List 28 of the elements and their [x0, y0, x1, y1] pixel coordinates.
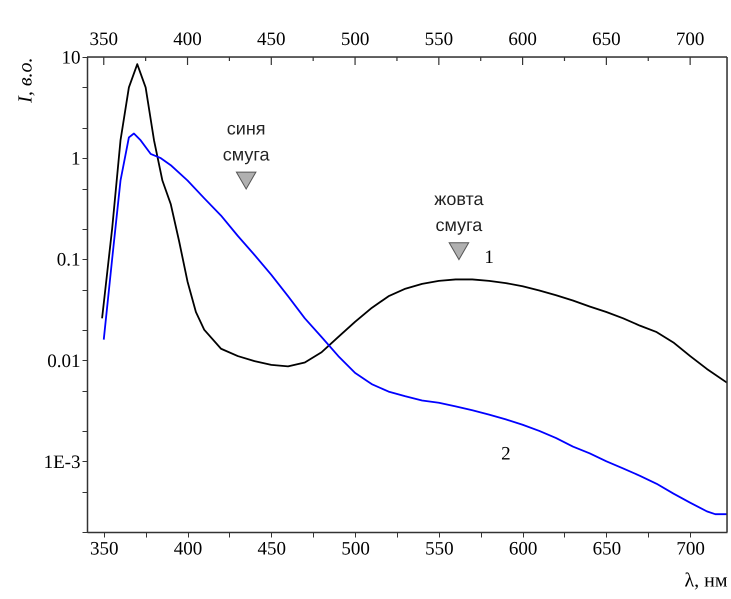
x-tick-label: 600 — [508, 29, 537, 50]
x-tick-label: 450 — [257, 29, 286, 50]
x2-tick-label: 400 — [174, 538, 202, 560]
series-label: 1 — [484, 246, 494, 268]
x-axis-title: λ, нм — [684, 570, 728, 592]
y-tick-label: 0.01 — [47, 350, 80, 372]
y-tick-label: 0.1 — [56, 250, 80, 271]
y-tick-label: 1E-3 — [44, 452, 80, 473]
annotation: синя смуга — [222, 118, 271, 165]
x2-tick-label: 600 — [508, 538, 538, 560]
line-series — [101, 63, 728, 384]
x2-tick-label: 700 — [676, 538, 705, 560]
series-label: 2 — [501, 443, 511, 464]
x-tick-label: 650 — [592, 29, 621, 50]
x-tick-label: 400 — [173, 29, 202, 50]
x-tick-label: 500 — [340, 29, 370, 50]
x-tick-label: 550 — [424, 29, 454, 50]
y-axis-title: I, в.о. — [14, 58, 37, 104]
x2-tick-label: 550 — [425, 538, 454, 560]
x-tick-label: 700 — [676, 29, 704, 50]
x2-tick-label: 500 — [341, 538, 370, 560]
x2-tick-label: 450 — [258, 538, 286, 560]
x2-tick-label: 650 — [592, 538, 622, 560]
x-tick-label: 350 — [90, 29, 118, 50]
y-tick-label: 1 — [71, 148, 80, 170]
y-tick-label: 10 — [62, 48, 80, 68]
x2-tick-label: 350 — [90, 538, 119, 560]
annotation: жовта смуга — [434, 189, 485, 236]
